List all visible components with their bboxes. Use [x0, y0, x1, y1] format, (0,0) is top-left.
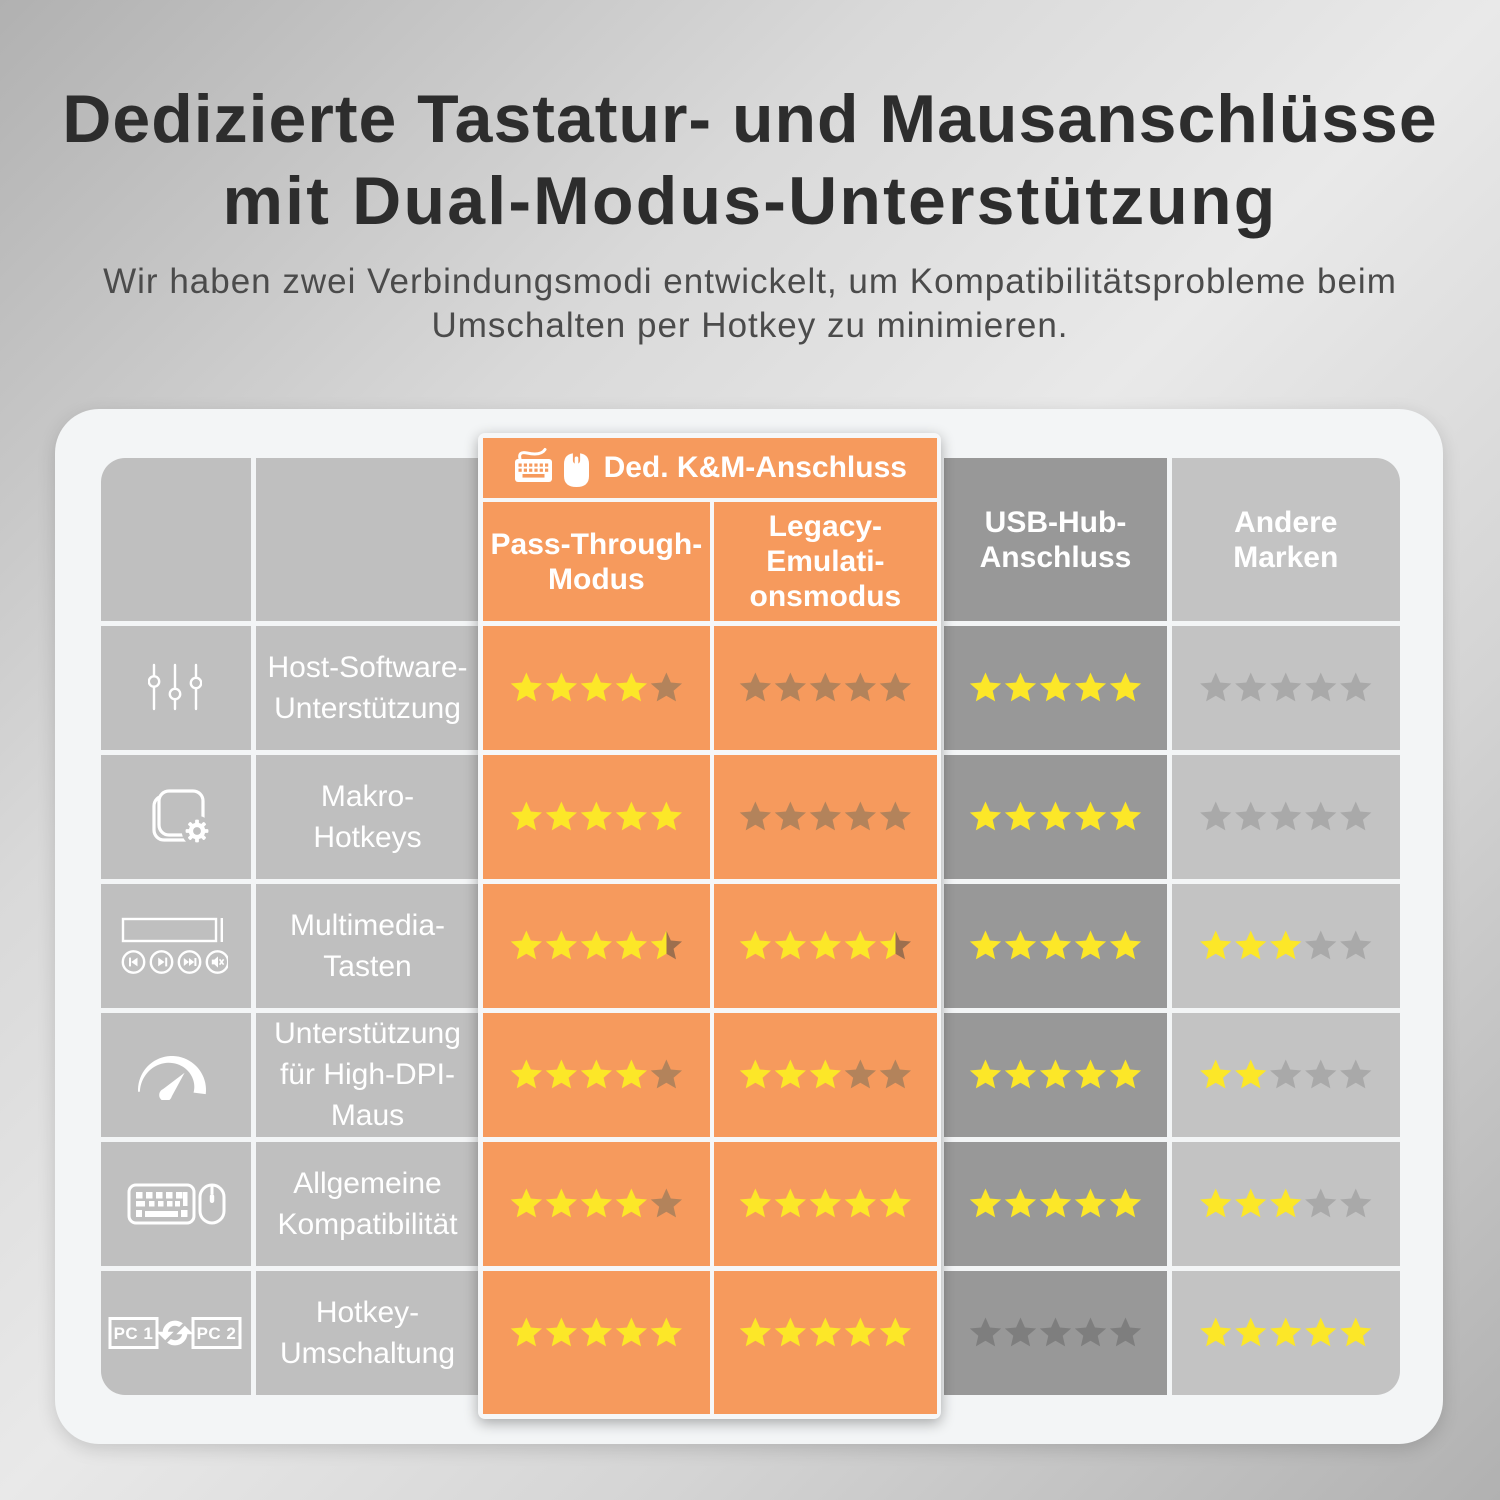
- svg-text:PC 1: PC 1: [114, 1324, 154, 1343]
- svg-text:PC 2: PC 2: [197, 1324, 237, 1343]
